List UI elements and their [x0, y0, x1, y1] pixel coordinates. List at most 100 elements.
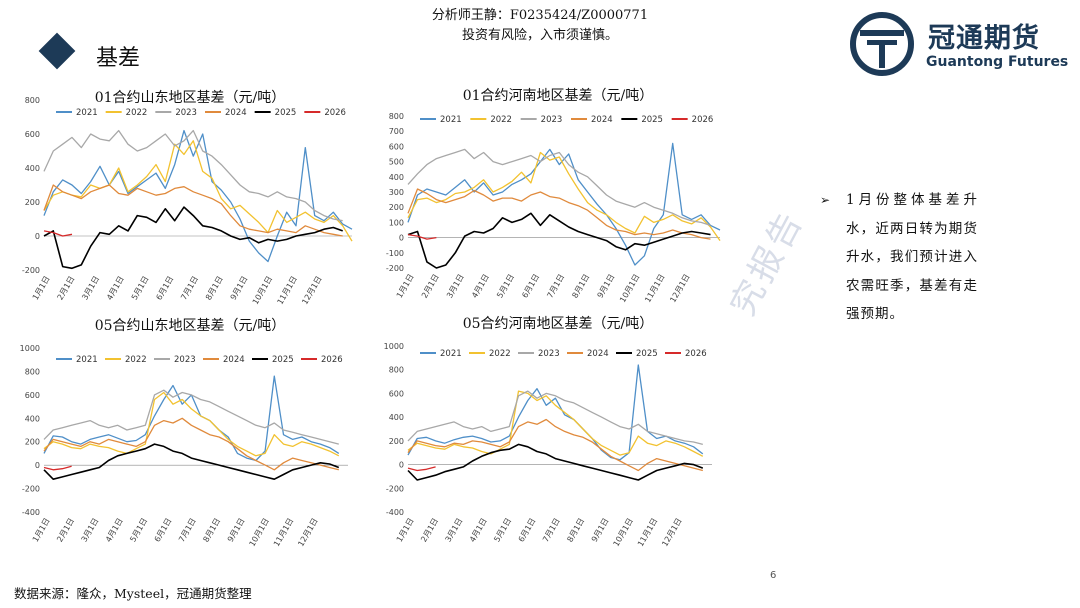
- legend-item-2026: 2026: [665, 349, 707, 359]
- x-tick-label: 1月1日: [31, 517, 52, 544]
- legend-label: 2022: [125, 355, 147, 365]
- legend-label: 2024: [591, 115, 613, 125]
- x-tick-label: 7月1日: [541, 517, 562, 544]
- legend-item-2021: 2021: [56, 355, 98, 365]
- y-tick-label: -100: [386, 249, 404, 258]
- legend-label: 2021: [440, 349, 462, 359]
- chart-title: 01合约山东地区基差（元/吨）: [95, 89, 286, 106]
- series-line-2025: [43, 206, 343, 270]
- commentary-box: ➢ 1月份整体基差升水，近两日转为期货升水，我们预计进入农需旺季，基差有走强预期…: [820, 186, 978, 329]
- series-line-2025: [407, 212, 711, 269]
- x-tick-label: 7月1日: [545, 273, 566, 300]
- legend-item-2022: 2022: [470, 115, 512, 125]
- y-tick-label: 0: [399, 461, 404, 470]
- series-line-2022: [407, 151, 721, 241]
- x-tick-label: 2月1日: [419, 517, 440, 544]
- legend-item-2026: 2026: [301, 355, 343, 365]
- legend-item-2024: 2024: [203, 355, 245, 365]
- x-tick-label: 8月1日: [570, 273, 591, 300]
- analyst-info: 分析师王静：F0235424/Z0000771 投资有风险，入市须谨慎。: [380, 6, 700, 46]
- y-tick-label: 400: [25, 414, 40, 423]
- y-tick-label: 200: [25, 438, 40, 447]
- y-tick-label: 1000: [384, 342, 404, 351]
- series-line-2021: [43, 129, 353, 263]
- y-tick-label: 300: [389, 188, 404, 197]
- legend-label: 2021: [76, 108, 98, 118]
- y-tick-label: 500: [389, 158, 404, 167]
- legend-label: 2023: [175, 108, 197, 118]
- guantong-logo-icon: [850, 12, 914, 76]
- y-tick-label: 800: [389, 112, 404, 121]
- series-line-2025: [407, 443, 704, 481]
- series-line-2025: [43, 443, 340, 480]
- series-line-2024: [407, 188, 711, 240]
- analyst-line: 分析师王静：F0235424/Z0000771: [431, 8, 649, 23]
- legend-item-2021: 2021: [420, 349, 462, 359]
- x-tick-label: 5月1日: [130, 275, 151, 302]
- x-tick-label: 4月1日: [105, 275, 126, 302]
- x-tick-label: 1月1日: [395, 517, 416, 544]
- chart-05-henan-basis: 05合约河南地区基差（元/吨） 1000 800 600 400 200 0 -200 -400…: [378, 315, 738, 558]
- series-line-2022: [407, 390, 704, 457]
- x-tick-label: 12月1日: [296, 517, 319, 549]
- legend-label: 2024: [225, 108, 247, 118]
- legend-label: 2025: [636, 349, 658, 359]
- legend-item-2024: 2024: [571, 115, 613, 125]
- series-line-2021: [407, 142, 721, 266]
- legend-item-2023: 2023: [518, 349, 560, 359]
- commentary-text: 1月份整体基差升水，近两日转为期货升水，我们预计进入农需旺季，基差有走强预期。: [846, 192, 978, 322]
- risk-warning: 投资有风险，入市须谨慎。: [461, 28, 618, 43]
- y-tick-label: -200: [22, 266, 40, 275]
- x-tick-label: 4月1日: [468, 517, 489, 544]
- x-tick-label: 11月1日: [636, 517, 659, 549]
- series-line-2023: [43, 129, 343, 222]
- legend-item-2024: 2024: [567, 349, 609, 359]
- chart-title: 01合约河南地区基差（元/吨）: [463, 87, 654, 104]
- x-tick-label: 3月1日: [80, 275, 101, 302]
- legend-label: 2021: [76, 355, 98, 365]
- x-tick-label: 10月1日: [618, 273, 641, 305]
- brand-logo: 冠通期货 Guantong Futures: [846, 12, 1072, 76]
- legend-item-2025: 2025: [254, 108, 297, 118]
- y-tick-label: -200: [386, 484, 404, 493]
- y-tick-label: 700: [389, 127, 404, 136]
- y-tick-label: 600: [389, 142, 404, 151]
- legend-label: 2023: [538, 349, 560, 359]
- legend-label: 2022: [126, 108, 148, 118]
- legend-item-2025: 2025: [621, 115, 663, 125]
- x-tick-label: 8月1日: [201, 517, 222, 544]
- x-tick-label: 10月1日: [612, 517, 635, 549]
- x-tick-label: 5月1日: [492, 517, 513, 544]
- legend-label: 2025: [641, 115, 663, 125]
- series-line-2023: [43, 389, 339, 445]
- x-tick-label: 5月1日: [495, 273, 516, 300]
- x-tick-label: 12月1日: [660, 517, 683, 549]
- x-tick-label: 7月1日: [179, 275, 200, 302]
- chart-05-shandong-basis: 05合约山东地区基差（元/吨） 1000 800 600 400 200 0 -200 -400…: [10, 317, 370, 558]
- series-line-2026: [43, 465, 72, 471]
- legend-label: 2026: [321, 355, 343, 365]
- x-tick-label: 8月1日: [204, 275, 225, 302]
- x-tick-label: 2月1日: [420, 273, 441, 300]
- y-tick-label: 200: [389, 203, 404, 212]
- chart-01-henan-basis: 01合约河南地区基差（元/吨） 800 700 600 500 400 300 200 100 0…: [378, 87, 738, 313]
- x-tick-label: 3月1日: [445, 273, 466, 300]
- y-tick-label: 800: [25, 367, 40, 376]
- x-tick-label: 2月1日: [56, 275, 77, 302]
- series-line-2022: [43, 140, 353, 242]
- x-tick-label: 3月1日: [80, 517, 101, 544]
- y-tick-label: 400: [389, 413, 404, 422]
- series-line-2021: [43, 375, 340, 462]
- legend-item-2024: 2024: [205, 108, 247, 118]
- x-tick-label: 6月1日: [517, 517, 538, 544]
- legend-label: 2021: [440, 115, 462, 125]
- legend-item-2023: 2023: [154, 355, 196, 365]
- x-tick-label: 11月1日: [276, 275, 299, 307]
- x-tick-label: 1月1日: [31, 275, 52, 302]
- legend-label: 2023: [174, 355, 196, 365]
- legend-label: 2025: [275, 108, 297, 118]
- series-line-2024: [43, 184, 343, 237]
- legend-label: 2024: [223, 355, 245, 365]
- chart-svg: 05合约山东地区基差（元/吨） 1000 800 600 400 200 0 -200 -400…: [20, 317, 348, 549]
- x-tick-label: 5月1日: [128, 517, 149, 544]
